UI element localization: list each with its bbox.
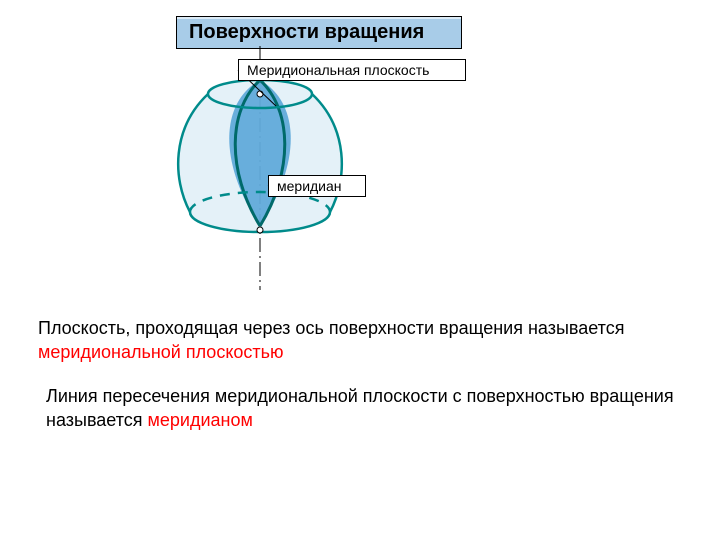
- definition-meridian: Линия пересечения меридиональной плоскос…: [46, 384, 686, 433]
- meridian-label: меридиан: [268, 175, 366, 197]
- meridional-plane-label: Меридиональная плоскость: [238, 59, 466, 81]
- para2-text: Линия пересечения меридиональной плоскос…: [46, 386, 674, 430]
- para1-accent: меридиональной плоскостью: [38, 342, 284, 362]
- para2-accent: меридианом: [143, 410, 253, 430]
- para1-text: Плоскость, проходящая через ось поверхно…: [38, 318, 624, 338]
- definition-meridional-plane: Плоскость, проходящая через ось поверхно…: [38, 316, 678, 365]
